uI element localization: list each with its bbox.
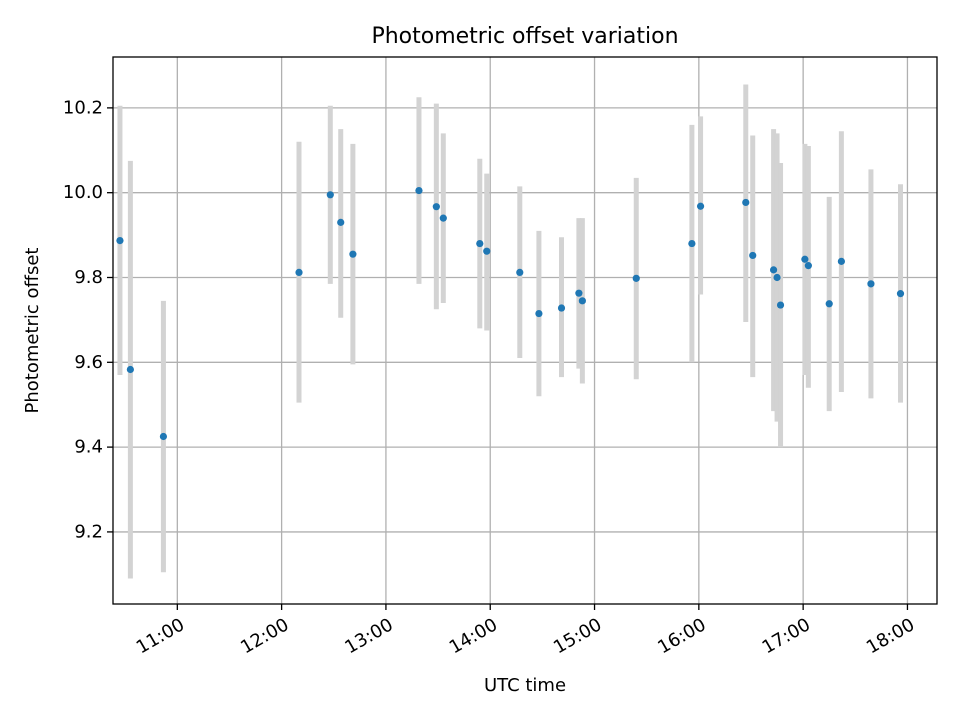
data-point (696, 202, 705, 210)
data-point (632, 274, 640, 282)
x-axis-ticks: 11:00 12:00 13:00 14:00 15:00 16:00 17:00 18:00 (133, 604, 918, 658)
y-axis-ticks: 9.2 9.4 9.6 9.8 10.0 10.2 (63, 97, 113, 542)
data-point (516, 268, 524, 277)
data-point (688, 239, 696, 248)
y-tick-label: 9.8 (74, 267, 103, 288)
x-tick-label: 15:00 (550, 614, 605, 658)
y-tick-label: 10.2 (63, 97, 103, 118)
y-tick-label: 9.4 (74, 437, 103, 458)
data-point (578, 297, 586, 305)
data-point (337, 218, 345, 226)
x-axis-label: UTC time (484, 675, 566, 696)
x-tick-label: 14:00 (446, 614, 501, 658)
x-tick-label: 12:00 (237, 614, 292, 658)
y-tick-label: 9.2 (74, 521, 103, 542)
data-point (483, 247, 491, 255)
y-tick-label: 10.0 (63, 182, 103, 203)
x-tick-label: 17:00 (759, 614, 814, 658)
x-tick-label: 11:00 (133, 614, 188, 658)
x-tick-label: 16:00 (654, 614, 709, 658)
x-tick-label: 13:00 (341, 614, 396, 658)
data-point (769, 266, 778, 274)
data-point (804, 262, 812, 270)
error-bars (117, 84, 903, 579)
data-point (326, 191, 334, 199)
data-point (432, 203, 440, 211)
data-point (801, 255, 809, 263)
data-point (825, 300, 833, 308)
data-point (749, 251, 757, 260)
data-point (295, 268, 303, 277)
data-point (837, 257, 845, 265)
grid (113, 57, 937, 604)
chart-title: Photometric offset variation (371, 24, 678, 49)
data-point (557, 304, 566, 312)
data-point (867, 280, 875, 288)
data-point (126, 365, 134, 374)
data-point (773, 273, 781, 282)
data-points (116, 186, 905, 441)
data-point (535, 309, 543, 318)
data-point (776, 301, 785, 309)
data-point (116, 237, 124, 245)
data-point (896, 290, 905, 298)
data-point (575, 289, 583, 297)
data-point (742, 198, 750, 207)
plot-area-frame (112, 56, 938, 605)
y-tick-label: 9.6 (74, 352, 103, 373)
x-tick-label: 18:00 (863, 614, 918, 658)
data-point (415, 186, 423, 195)
data-point (159, 432, 168, 441)
data-point (439, 214, 447, 222)
data-point (476, 239, 484, 248)
y-axis-label: Photometric offset (22, 248, 43, 414)
data-point (349, 250, 357, 258)
